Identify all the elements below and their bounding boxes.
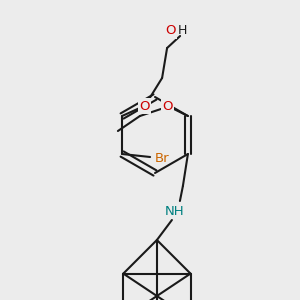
Text: Br: Br — [155, 152, 170, 166]
Text: NH: NH — [165, 205, 185, 218]
Text: O: O — [163, 100, 173, 112]
Text: O: O — [139, 100, 149, 112]
Text: O: O — [165, 25, 175, 38]
Text: H: H — [177, 25, 187, 38]
